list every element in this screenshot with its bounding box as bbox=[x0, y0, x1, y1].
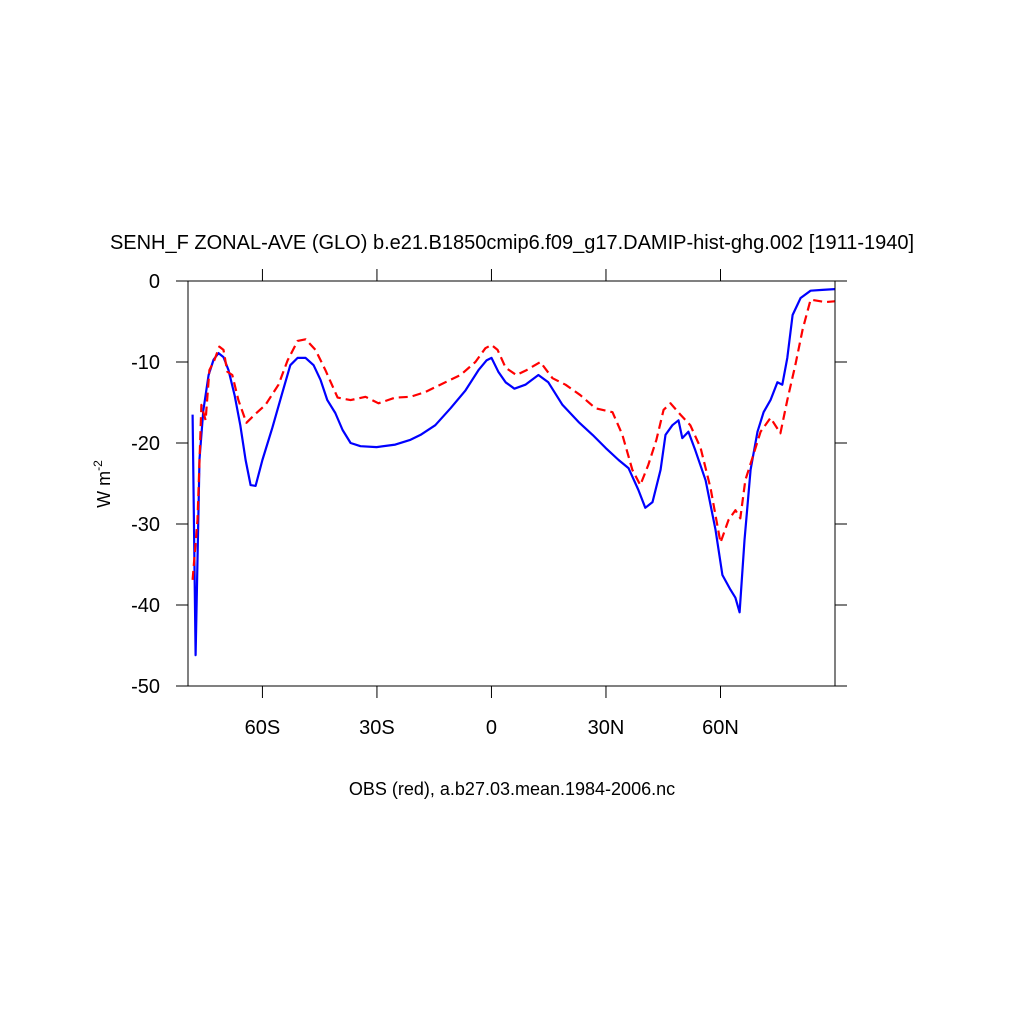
y-tick-label: -10 bbox=[131, 352, 160, 374]
x-tick-label: 60S bbox=[245, 717, 281, 739]
y-label-sup: -2 bbox=[91, 460, 105, 471]
x-tick-label: 30N bbox=[588, 717, 625, 739]
series-line bbox=[191, 298, 835, 580]
y-tick-label: -40 bbox=[131, 595, 160, 617]
y-axis-label: W m-2 bbox=[91, 460, 114, 508]
plot-frame bbox=[187, 280, 836, 687]
x-tick-label: 0 bbox=[486, 717, 497, 739]
series-line bbox=[191, 288, 835, 657]
chart-title: SENH_F ZONAL-AVE (GLO) b.e21.B1850cmip6.… bbox=[110, 232, 914, 254]
x-tick-label: 30S bbox=[359, 717, 395, 739]
y-tick-label: -30 bbox=[131, 514, 160, 536]
y-label-base: W m bbox=[94, 471, 114, 508]
x-axis-label: OBS (red), a.b27.03.mean.1984-2006.nc bbox=[349, 779, 675, 799]
y-tick-label: 0 bbox=[149, 271, 160, 293]
x-tick-label: 60N bbox=[702, 717, 739, 739]
y-tick-label: -20 bbox=[131, 433, 160, 455]
y-tick-label: -50 bbox=[131, 676, 160, 698]
